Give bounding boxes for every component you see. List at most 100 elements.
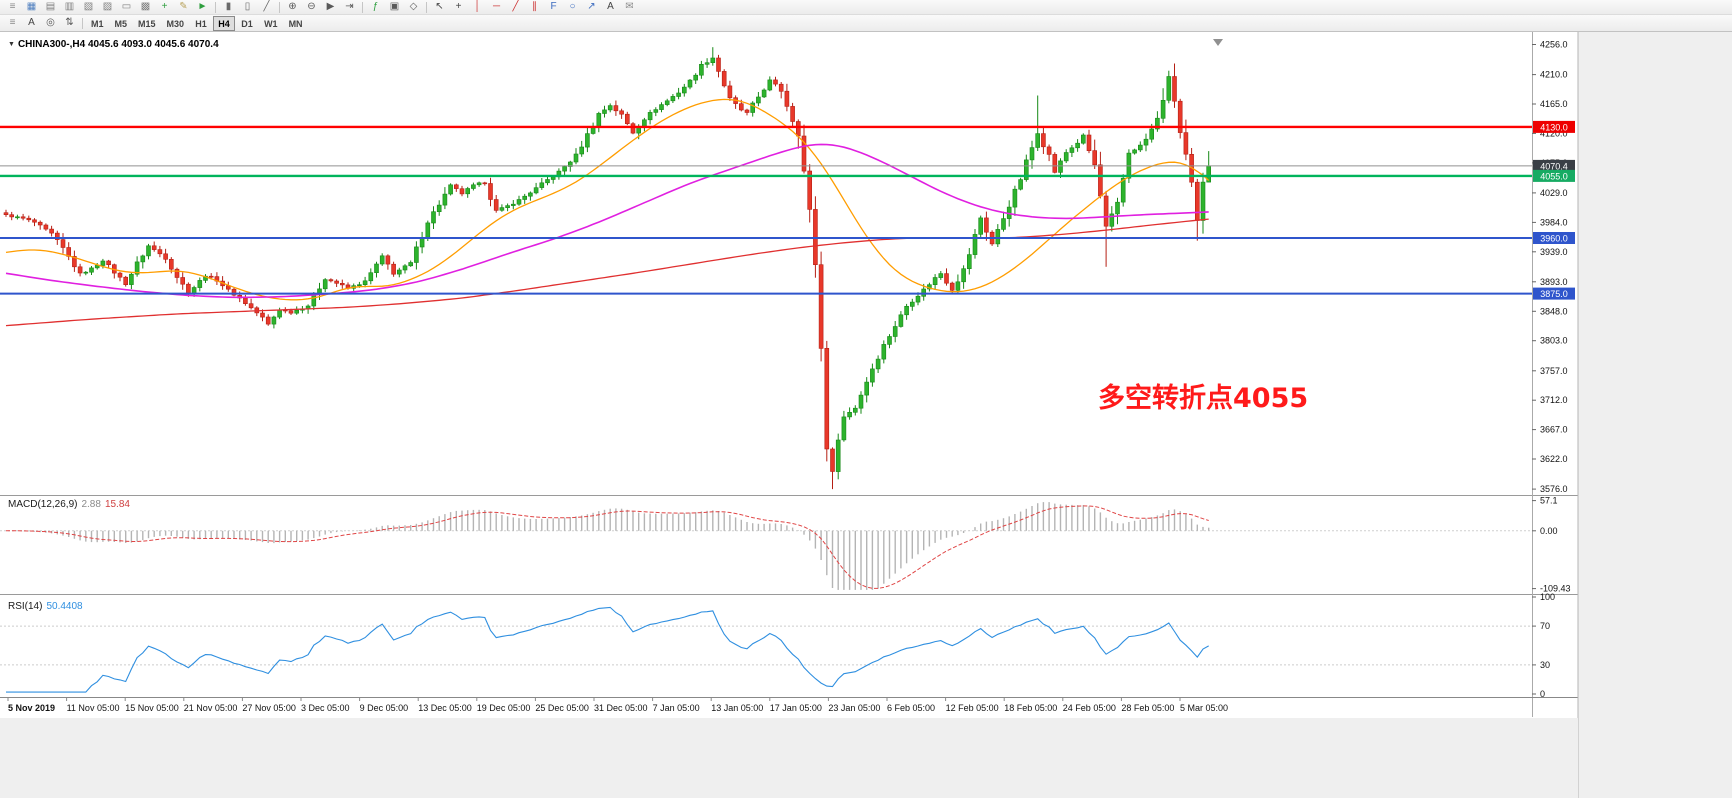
time-label: 17 Jan 05:00 (770, 703, 822, 713)
price-badge-4055.0 (1533, 169, 1575, 182)
svg-text:3576.0: 3576.0 (1540, 484, 1568, 494)
time-label: 24 Feb 05:00 (1063, 703, 1116, 713)
equidistant-channel-icon[interactable]: ∥ (532, 0, 537, 12)
ma-fast-line (5, 98, 1210, 301)
main-toolbar: ≡ ▦ ▤ ▥ ▧ ▨ ▭ ▩ + ✎ ► ▮ ▯ ╱ ⊕ ⊖ ▶ ⇥ ƒ ▣ ◇ ↖ + │ ─ ╱ ∥ F ○ ↗ A ✉ (0, 0, 1732, 15)
time-label: 21 Nov 05:00 (184, 703, 238, 713)
price-axis[interactable]: 4256.04210.04165.04120.04075.04029.03984… (1532, 32, 1575, 717)
horizontal-line-icon[interactable]: ─ (492, 0, 501, 12)
time-label: 11 Nov 05:00 (67, 703, 120, 713)
periods-icon[interactable]: ▣ (389, 0, 400, 12)
time-label: 13 Dec 05:00 (418, 703, 472, 713)
menu-grip-icon[interactable]: ≡ (9, 0, 16, 12)
chart-background (0, 32, 1732, 798)
crosshair-icon[interactable]: + (455, 0, 462, 12)
time-label: 31 Dec 05:00 (594, 703, 648, 713)
autotrading-icon[interactable]: ► (197, 0, 208, 12)
time-label: 9 Dec 05:00 (360, 703, 409, 713)
right-empty-area (1578, 32, 1732, 798)
chart-title-text: CHINA300-,H4 4045.6 4093.0 4045.6 4070.4 (17, 39, 219, 50)
svg-text:3803.0: 3803.0 (1540, 336, 1568, 346)
chart-canvas[interactable]: 4256.04210.04165.04120.04075.04029.03984… (0, 32, 1732, 798)
price-badge-4070.4 (1533, 159, 1575, 172)
auto-scroll-icon[interactable]: ▶ (326, 0, 335, 12)
profiles-icon[interactable]: ▤ (45, 0, 56, 12)
timeframe-m5-button[interactable]: M5 (114, 18, 128, 29)
rsi-pane (0, 606, 1532, 693)
label-icon[interactable]: A (28, 16, 35, 28)
svg-text:4165.0: 4165.0 (1540, 99, 1568, 109)
svg-text:4256.0: 4256.0 (1540, 40, 1568, 50)
time-label: 6 Feb 05:00 (887, 703, 935, 713)
svg-text:57.1: 57.1 (1540, 496, 1558, 506)
svg-text:4210.0: 4210.0 (1540, 70, 1568, 80)
text-icon[interactable]: A (607, 0, 614, 12)
symbol-dropdown-icon[interactable]: ▼ (8, 41, 15, 48)
fibonacci-icon[interactable]: F (550, 0, 557, 12)
timeframe-d1-button[interactable]: D1 (241, 18, 253, 29)
svg-text:3960.0: 3960.0 (1540, 234, 1568, 244)
timeframe-mn-button[interactable]: MN (288, 18, 303, 29)
metaeditor-icon[interactable]: ✎ (179, 0, 188, 12)
timeframe-m15-button[interactable]: M15 (138, 18, 156, 29)
time-label: 25 Dec 05:00 (535, 703, 589, 713)
candlestick-chart-icon[interactable]: ▯ (244, 0, 251, 12)
toolbar-separator (215, 1, 216, 13)
bottom-empty-area (0, 718, 1578, 798)
chart-shift-marker-icon[interactable] (1213, 39, 1223, 46)
macd-indicator-label: MACD(12,26,9) 2.88 15.84 (8, 499, 134, 510)
price-badge-3875.0 (1533, 287, 1575, 300)
svg-text:3893.0: 3893.0 (1540, 277, 1568, 287)
svg-text:3667.0: 3667.0 (1540, 425, 1568, 435)
svg-text:4130.0: 4130.0 (1540, 122, 1568, 132)
mail-icon[interactable]: ✉ (625, 0, 634, 12)
time-label: 7 Jan 05:00 (653, 703, 700, 713)
svg-text:4120.0: 4120.0 (1540, 128, 1568, 138)
templates-icon[interactable]: ◇ (409, 0, 418, 12)
market-watch-icon[interactable]: ▥ (64, 0, 75, 12)
svg-text:30: 30 (1540, 660, 1550, 670)
cursor-icon[interactable]: ↖ (435, 0, 444, 12)
line-chart-icon[interactable]: ╱ (263, 0, 270, 12)
navigator-icon[interactable]: ▨ (102, 0, 113, 12)
ma-mid-line (5, 143, 1209, 299)
shapes-icon[interactable]: ○ (569, 0, 576, 12)
zorder-icon[interactable]: ⇅ (65, 16, 74, 28)
svg-text:4029.0: 4029.0 (1540, 188, 1568, 198)
toolbar-separator (82, 17, 83, 29)
data-window-icon[interactable]: ▧ (83, 0, 94, 12)
chart-shift-icon[interactable]: ⇥ (345, 0, 354, 12)
grip-icon[interactable]: ≡ (9, 16, 16, 28)
svg-text:3875.0: 3875.0 (1540, 289, 1568, 299)
time-label: 5 Nov 2019 (8, 703, 55, 713)
svg-text:3848.0: 3848.0 (1540, 306, 1568, 316)
timeframe-m30-button[interactable]: M30 (166, 18, 185, 29)
time-axis[interactable]: 5 Nov 2019 11 Nov 05:00 15 Nov 05:00 21 Nov… (0, 697, 1578, 713)
rsi-value: 50.4408 (46, 601, 83, 612)
toolbar-separator (362, 1, 363, 13)
time-label: 28 Feb 05:00 (1121, 703, 1174, 713)
bar-chart-icon[interactable]: ▮ (225, 0, 232, 12)
terminal-icon[interactable]: ▭ (121, 0, 132, 12)
arrows-icon[interactable]: ↗ (587, 0, 596, 12)
svg-text:4055.0: 4055.0 (1540, 171, 1568, 181)
timeframe-w1-button[interactable]: W1 (264, 18, 278, 29)
new-order-icon[interactable]: + (161, 0, 168, 12)
timeframe-h1-button[interactable]: H1 (195, 18, 207, 29)
svg-text:-109.43: -109.43 (1540, 584, 1571, 594)
objects-list-icon[interactable]: ◎ (46, 16, 55, 28)
svg-text:3622.0: 3622.0 (1540, 454, 1568, 464)
vertical-line-icon[interactable]: │ (474, 0, 481, 12)
chart-toolbar: ≡ A ◎ ⇅ M1 M5 M15 M30 H1 H4 D1 W1 MN (0, 15, 1732, 32)
timeframe-m1-button[interactable]: M1 (91, 18, 104, 29)
strategy-tester-icon[interactable]: ▩ (140, 0, 151, 12)
timeframe-h4-button[interactable]: H4 (213, 15, 236, 31)
time-label: 13 Jan 05:00 (711, 703, 763, 713)
new-chart-icon[interactable]: ▦ (26, 0, 37, 12)
chart-annotation[interactable]: 多空转折点4055 (1098, 383, 1309, 414)
trendline-icon[interactable]: ╱ (512, 0, 519, 12)
zoom-out-icon[interactable]: ⊖ (307, 0, 316, 12)
indicators-icon[interactable]: ƒ (372, 0, 379, 12)
zoom-in-icon[interactable]: ⊕ (288, 0, 297, 12)
